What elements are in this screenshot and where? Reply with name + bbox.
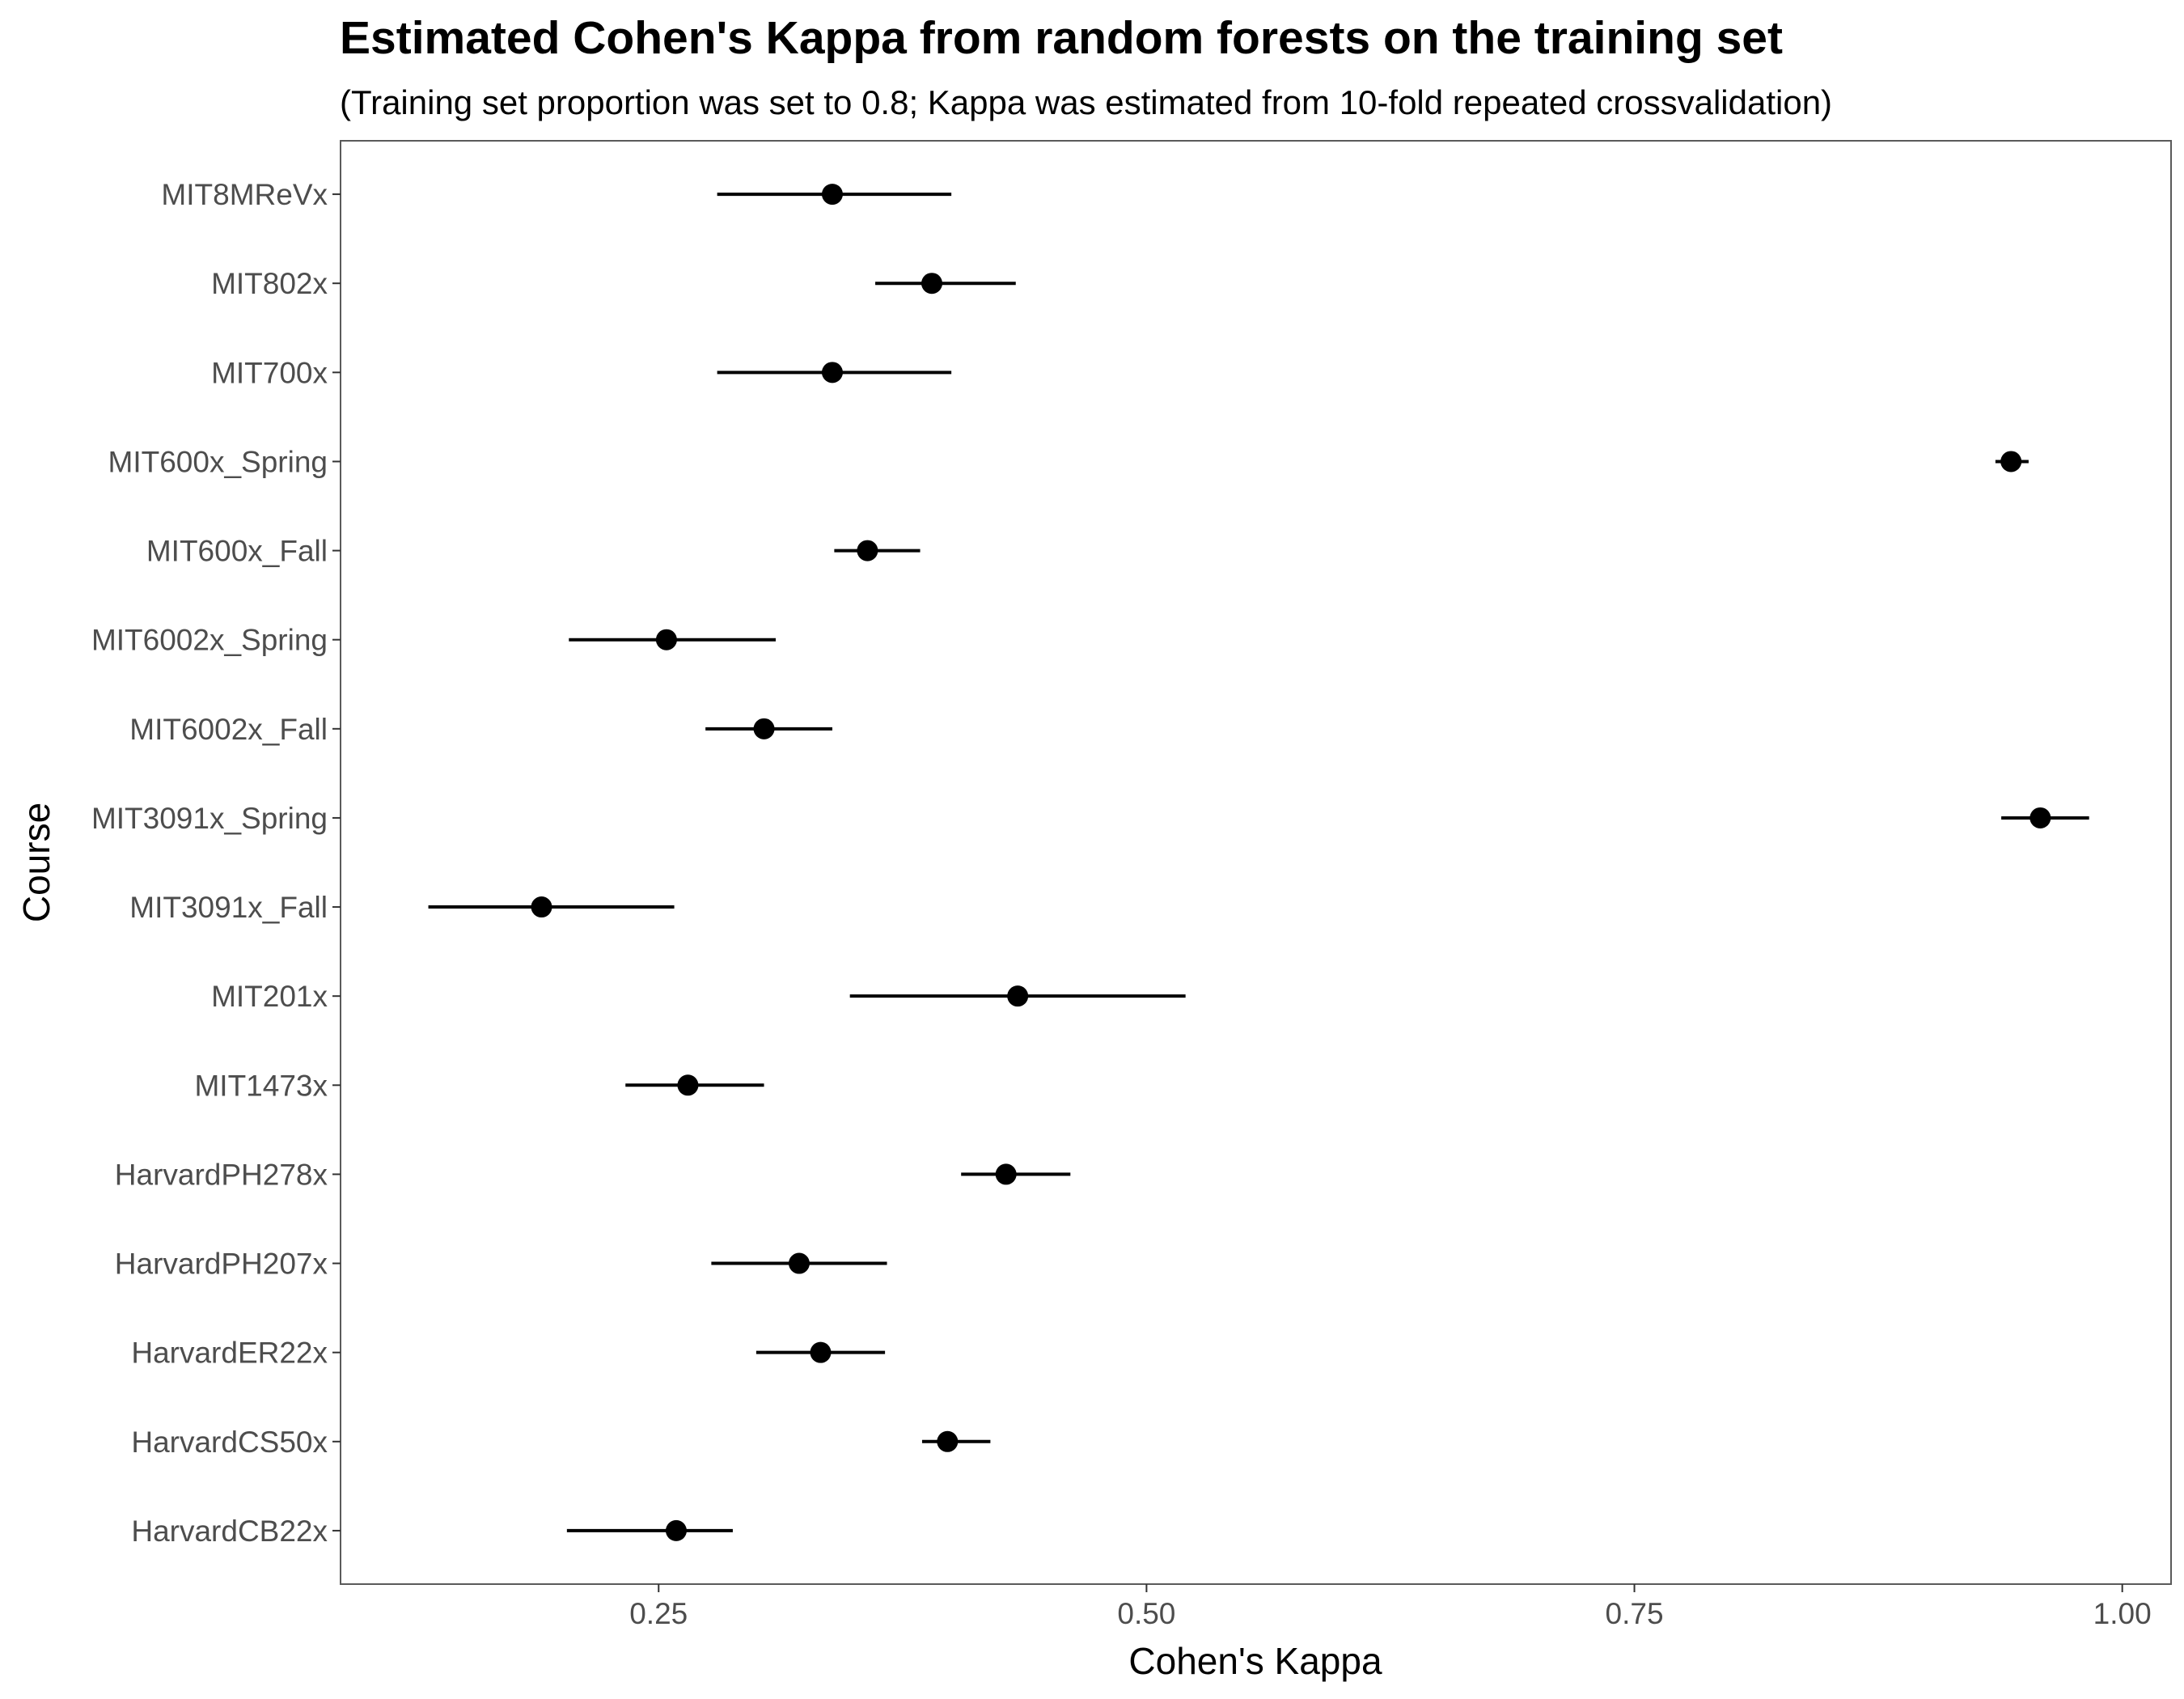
y-tick-label: MIT700x bbox=[211, 356, 328, 389]
data-point bbox=[655, 629, 677, 650]
data-row-MIT3091x_Fall bbox=[428, 896, 675, 918]
data-point bbox=[677, 1074, 699, 1096]
data-row-HarvardER22x bbox=[756, 1341, 886, 1363]
data-row-HarvardPH207x bbox=[711, 1252, 887, 1274]
plot-panel bbox=[340, 140, 2172, 1585]
y-tick-label: MIT8MReVx bbox=[161, 178, 328, 211]
x-tick-label: 1.00 bbox=[2093, 1597, 2152, 1630]
y-tick-label: MIT201x bbox=[211, 980, 328, 1013]
y-tick-label: MIT3091x_Fall bbox=[129, 891, 328, 924]
data-row-HarvardPH278x bbox=[961, 1163, 1071, 1185]
data-row-MIT3091x_Spring bbox=[2001, 807, 2089, 828]
x-tick-label: 0.75 bbox=[1606, 1597, 1664, 1630]
data-point bbox=[753, 718, 775, 739]
y-tick-label: MIT3091x_Spring bbox=[91, 802, 328, 835]
data-point bbox=[788, 1252, 810, 1274]
data-point bbox=[2030, 807, 2051, 828]
chart-subtitle: (Training set proportion was set to 0.8;… bbox=[340, 83, 1832, 121]
data-row-MIT1473x bbox=[625, 1074, 764, 1096]
data-point bbox=[921, 273, 943, 294]
data-point bbox=[665, 1519, 687, 1541]
data-row-MIT6002x_Fall bbox=[705, 718, 832, 739]
data-point bbox=[821, 362, 843, 383]
y-tick-label: HarvardCS50x bbox=[131, 1426, 328, 1459]
x-tick-label: 0.25 bbox=[629, 1597, 688, 1630]
chart-title: Estimated Cohen's Kappa from random fore… bbox=[340, 12, 1783, 64]
x-axis-title: Cohen's Kappa bbox=[1128, 1640, 1382, 1682]
data-point bbox=[531, 896, 552, 918]
data-row-MIT6002x_Spring bbox=[569, 629, 777, 650]
y-tick-label: MIT6002x_Fall bbox=[129, 713, 328, 746]
y-tick-label: MIT600x_Fall bbox=[146, 535, 328, 568]
data-row-HarvardCS50x bbox=[921, 1430, 991, 1452]
y-axis: MIT8MReVx MIT802x MIT700x MIT600x_Spring MIT… bbox=[91, 178, 341, 1548]
y-tick-label: HarvardPH207x bbox=[115, 1248, 328, 1281]
y-tick-label: HarvardPH278x bbox=[115, 1158, 328, 1191]
kappa-series bbox=[428, 184, 2089, 1541]
data-row-MIT802x bbox=[875, 273, 1016, 294]
y-tick-label: HarvardER22x bbox=[131, 1337, 328, 1370]
data-row-HarvardCB22x bbox=[566, 1519, 733, 1541]
data-point bbox=[857, 540, 878, 561]
y-axis-title: Course bbox=[15, 803, 57, 922]
data-point bbox=[821, 184, 843, 205]
data-point bbox=[2000, 451, 2022, 472]
y-tick-label: MIT802x bbox=[211, 267, 328, 300]
data-point bbox=[1007, 985, 1029, 1007]
data-point bbox=[995, 1163, 1017, 1185]
y-tick-label: HarvardCB22x bbox=[131, 1515, 328, 1548]
data-row-MIT8MReVx bbox=[717, 184, 952, 205]
data-row-MIT600x_Spring bbox=[1995, 451, 2029, 472]
y-tick-label: MIT1473x bbox=[194, 1069, 328, 1102]
x-axis: 0.25 0.50 0.75 1.00 bbox=[629, 1584, 2152, 1630]
y-tick-label: MIT6002x_Spring bbox=[91, 624, 328, 657]
data-row-MIT600x_Fall bbox=[834, 540, 921, 561]
data-point bbox=[937, 1430, 959, 1452]
y-tick-label: MIT600x_Spring bbox=[108, 445, 328, 478]
data-point bbox=[810, 1341, 832, 1363]
x-tick-label: 0.50 bbox=[1117, 1597, 1175, 1630]
data-row-MIT201x bbox=[849, 985, 1186, 1007]
data-row-MIT700x bbox=[717, 362, 952, 383]
